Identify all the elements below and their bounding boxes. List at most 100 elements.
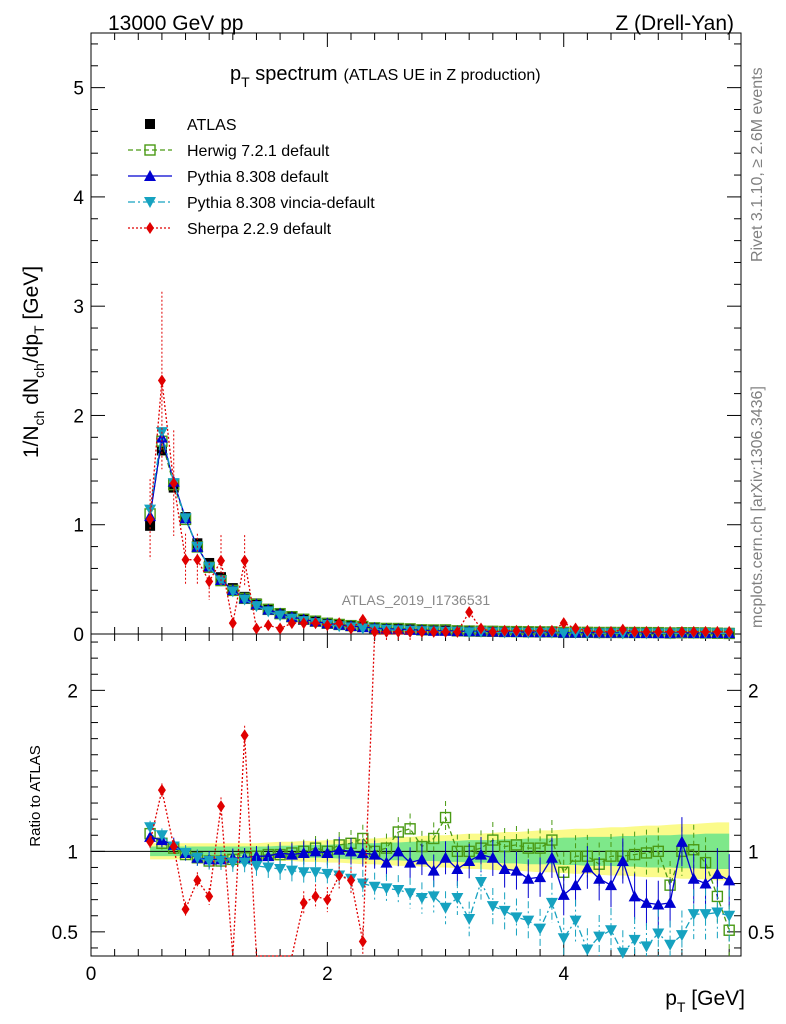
legend-marker — [145, 119, 155, 129]
plot-frames — [90, 32, 742, 957]
ratio-point — [605, 850, 617, 862]
ratio-y-tick-label: 2 — [67, 681, 78, 702]
ratio-point — [545, 851, 558, 863]
ratio-point — [333, 843, 346, 855]
ratio-point — [358, 935, 367, 948]
ratio-point — [181, 903, 190, 916]
ratio-point — [380, 856, 393, 868]
ratio-point — [498, 905, 511, 917]
data-point — [654, 625, 663, 638]
ratio-point — [711, 867, 724, 879]
y-axis-label: 1/Nch dNch/dpT [GeV] — [20, 266, 47, 458]
ratio-point — [299, 896, 308, 909]
header-left: 13000 GeV pp — [108, 12, 243, 35]
x-tick-label: 2 — [322, 964, 333, 985]
data-point — [701, 625, 710, 638]
data-point — [725, 625, 734, 638]
ratio-point — [451, 863, 464, 875]
data-point — [557, 628, 570, 640]
legend-marker — [144, 170, 156, 181]
mcplots-label: mcplots.cern.ch [arXiv:1306.3436] — [749, 386, 766, 628]
ratio-frame — [90, 633, 742, 957]
ratio-point — [415, 893, 428, 905]
ratio-point — [274, 846, 287, 858]
ratio-point — [439, 902, 452, 914]
data-point — [264, 619, 273, 632]
ratio-point — [675, 835, 688, 847]
data-point — [356, 623, 369, 635]
ratio-point — [640, 941, 653, 953]
ratio-point — [345, 845, 357, 857]
ratio-point — [157, 784, 166, 797]
data-point — [571, 622, 580, 635]
data-point — [226, 586, 239, 598]
ratio-point — [628, 934, 641, 946]
ratio-point — [569, 879, 582, 891]
ratio-point — [155, 830, 168, 842]
ratio-point — [475, 848, 487, 860]
ratio-point — [569, 915, 582, 927]
ratio-point — [321, 846, 334, 858]
ratio-point — [652, 928, 665, 940]
ratio-point — [179, 847, 192, 859]
ratio-point — [664, 939, 677, 951]
data-point — [441, 625, 450, 638]
data-point — [238, 594, 251, 606]
data-point — [607, 625, 615, 638]
data-point — [274, 610, 287, 622]
data-point — [323, 619, 332, 632]
ratio-point — [723, 910, 736, 922]
ratio-point — [522, 915, 535, 927]
ratio-point — [392, 884, 405, 896]
data-point — [240, 554, 249, 567]
ratio-point — [356, 878, 369, 890]
ratio-point — [240, 729, 249, 742]
ratio-point — [193, 874, 202, 887]
data-point — [347, 622, 355, 635]
series-1 — [144, 435, 735, 956]
series-0 — [145, 445, 735, 638]
legend: ATLAS Herwig 7.2.1 default Pythia 8.308 de… — [128, 117, 375, 238]
ratio-point — [205, 890, 214, 903]
ratio-point — [605, 925, 617, 937]
legend-label: Sherpa 2.2.9 default — [187, 221, 332, 238]
data-point — [406, 625, 415, 638]
data-point — [181, 553, 190, 566]
ratio-point — [534, 842, 546, 854]
ratio-point — [238, 857, 251, 869]
data-point — [713, 625, 722, 638]
ratio-point — [522, 842, 534, 854]
ratio-point — [593, 872, 606, 884]
data-point — [370, 625, 379, 638]
legend-label: Herwig 7.2.1 default — [187, 143, 330, 160]
data-point — [287, 617, 296, 630]
data-point — [524, 624, 533, 637]
data-point — [429, 625, 438, 638]
ratio-point — [486, 851, 499, 863]
ratio-point — [404, 856, 417, 868]
series-3 — [144, 427, 736, 959]
ratio-point — [581, 861, 594, 873]
ratio-point — [427, 864, 440, 876]
ratio-point — [297, 846, 310, 858]
ratio-point — [569, 850, 582, 862]
data-point — [394, 625, 403, 638]
data-point — [276, 622, 285, 635]
series-line-ratio — [149, 633, 411, 957]
ratio-point — [463, 913, 476, 925]
y-tick-label: 2 — [73, 406, 84, 427]
ratio-point — [510, 912, 523, 924]
data-point — [642, 625, 651, 638]
ratio-point — [217, 800, 225, 813]
ratio-point — [380, 883, 393, 895]
ratio-y-tick-label: 1 — [67, 842, 78, 863]
ratio-point — [534, 871, 547, 883]
ratio-point — [215, 856, 227, 868]
ratio-point — [652, 845, 664, 858]
data-point — [583, 624, 592, 637]
ratio-point — [415, 853, 428, 865]
data-point — [228, 617, 237, 630]
ratio-point — [711, 907, 724, 919]
data-point — [205, 575, 214, 588]
ratio-y-tick-label-right: 1 — [748, 842, 759, 863]
